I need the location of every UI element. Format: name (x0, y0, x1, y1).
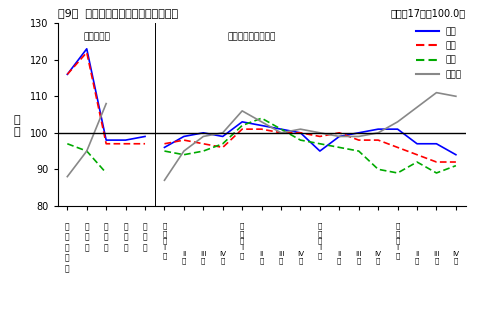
Text: （原指数）: （原指数） (83, 32, 110, 42)
Text: III
期: III 期 (356, 251, 362, 264)
Text: 十
六
年: 十 六 年 (84, 222, 89, 252)
Text: 第9図  窯業・土石製品工業指数の推移: 第9図 窯業・土石製品工業指数の推移 (58, 8, 178, 18)
Legend: 生産, 出荷, 在庫, 在庫率: 生産, 出荷, 在庫, 在庫率 (412, 23, 466, 83)
Text: III
期: III 期 (433, 251, 440, 264)
Text: II
期: II 期 (182, 251, 186, 264)
Text: 十
八
年
I
期: 十 八 年 I 期 (318, 222, 322, 259)
Text: 指
数: 指 数 (13, 115, 20, 137)
Text: 十
七
年
I
期: 十 七 年 I 期 (240, 222, 244, 259)
Text: II
期: II 期 (337, 251, 341, 264)
Text: IV
期: IV 期 (374, 251, 382, 264)
Text: （平成17年＝100.0）: （平成17年＝100.0） (390, 8, 466, 18)
Text: 十
九
年: 十 九 年 (143, 222, 147, 252)
Text: 平
成
十
五
年: 平 成 十 五 年 (65, 222, 70, 273)
Text: II
期: II 期 (415, 251, 419, 264)
Text: （季節調整済指数）: （季節調整済指数） (228, 32, 276, 42)
Text: III
期: III 期 (200, 251, 206, 264)
Text: II
期: II 期 (259, 251, 264, 264)
Text: 十
九
年
I
期: 十 九 年 I 期 (396, 222, 400, 259)
Text: 十
七
年: 十 七 年 (104, 222, 108, 252)
Text: 十
六
年
I
期: 十 六 年 I 期 (162, 222, 167, 259)
Text: IV
期: IV 期 (452, 251, 459, 264)
Text: 十
八
年: 十 八 年 (123, 222, 128, 252)
Text: IV
期: IV 期 (297, 251, 304, 264)
Text: III
期: III 期 (278, 251, 284, 264)
Text: IV
期: IV 期 (219, 251, 226, 264)
